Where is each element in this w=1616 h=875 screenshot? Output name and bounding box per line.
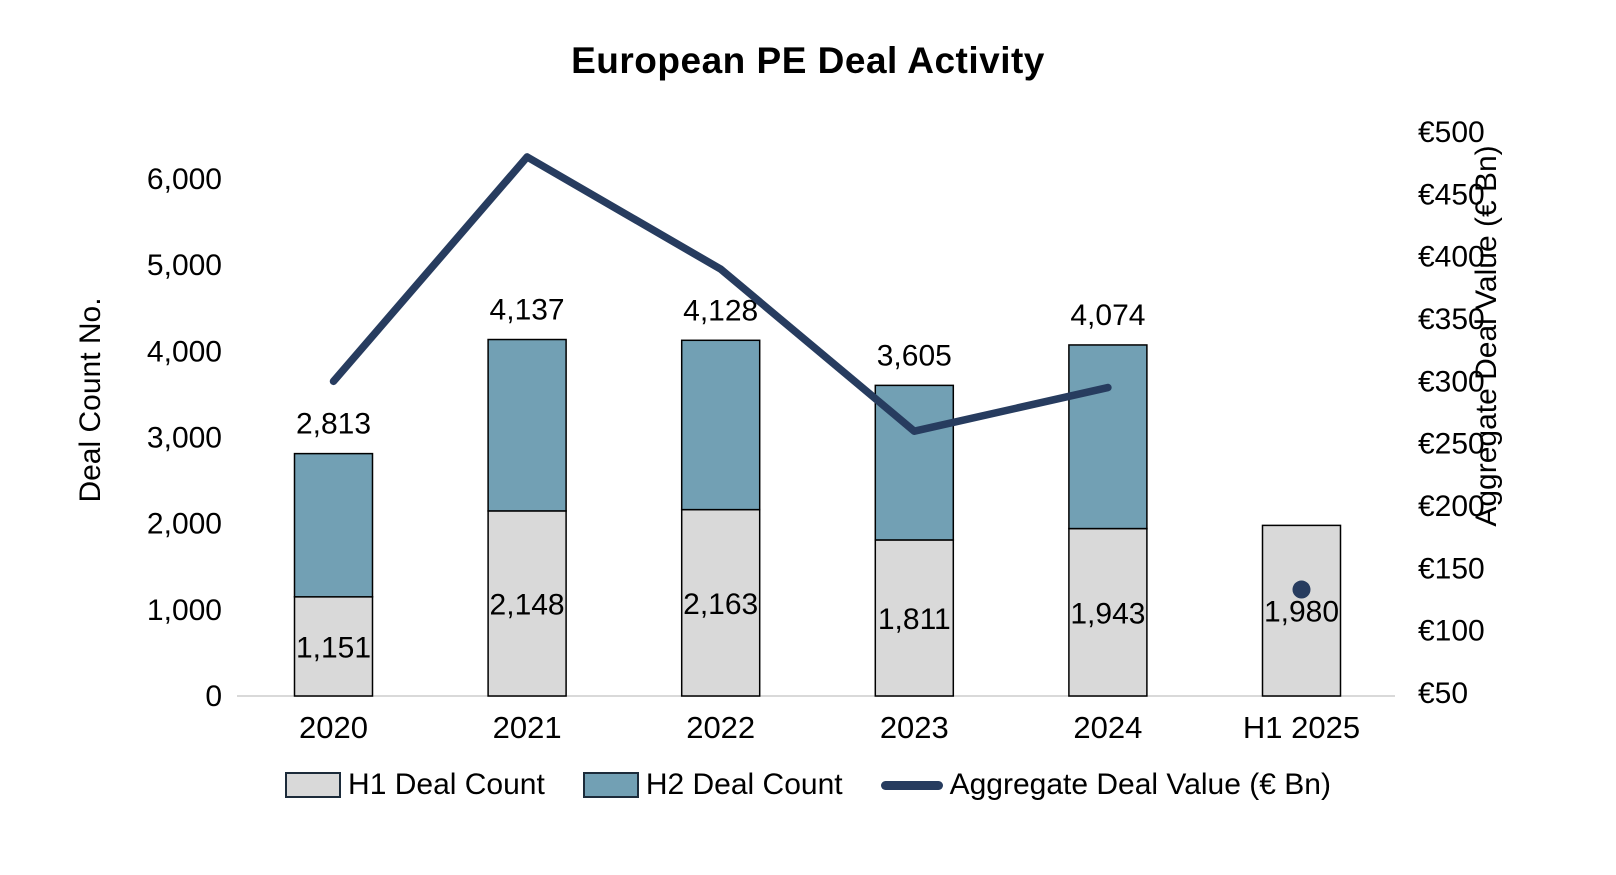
bar-h2-2024: [1068, 344, 1148, 530]
h1-label-2020: 1,151: [296, 631, 371, 664]
bar-h2-2021: [487, 338, 567, 512]
total-label-2022: 4,128: [683, 294, 758, 327]
left-axis-tick-2: 2,000: [147, 508, 222, 541]
legend-item-h2: H2 Deal Count: [582, 768, 843, 802]
left-axis-tick-5: 5,000: [147, 249, 222, 282]
total-label-2023: 3,605: [877, 339, 952, 372]
bar-h1-2021: [487, 510, 567, 697]
right-axis-tick-4: €250: [1418, 428, 1485, 461]
right-axis-tick-1: €100: [1418, 615, 1485, 648]
x-category-label-H1 2025: H1 2025: [1243, 710, 1360, 745]
right-axis-title: Aggregate Deal Value (€ Bn): [1470, 145, 1503, 526]
bar-h1-H1 2025: [1261, 524, 1342, 697]
bar-h1-2022: [680, 508, 761, 697]
legend-item-h1: H1 Deal Count: [285, 768, 545, 802]
left-axis-title: Deal Count No.: [74, 297, 107, 502]
bar-h2-2022: [680, 339, 761, 511]
right-axis-tick-3: €200: [1418, 490, 1485, 523]
legend-item-deal-value: Aggregate Deal Value (€ Bn): [880, 768, 1331, 802]
legend-label: Aggregate Deal Value (€ Bn): [949, 768, 1331, 801]
legend-line-swatch: [880, 780, 943, 790]
left-axis-tick-3: 3,000: [147, 422, 222, 455]
left-axis-tick-0: 0: [205, 680, 222, 713]
total-label-2024: 4,074: [1070, 299, 1145, 332]
bar-h2-2020: [293, 452, 374, 598]
left-axis-tick-4: 4,000: [147, 335, 222, 368]
h1-label-2022: 2,163: [683, 588, 758, 621]
chart-title: European PE Deal Activity: [571, 40, 1045, 81]
right-axis-tick-6: €350: [1418, 303, 1485, 336]
x-category-label-2020: 2020: [299, 710, 368, 745]
x-category-label-2021: 2021: [493, 710, 562, 745]
bar-h1-2024: [1068, 527, 1148, 697]
bar-h1-2020: [293, 596, 374, 697]
left-axis-tick-6: 6,000: [147, 163, 222, 196]
left-axis-tick-1: 1,000: [147, 594, 222, 627]
right-axis-tick-2: €150: [1418, 552, 1485, 585]
h1-label-H1 2025: 1,980: [1264, 596, 1339, 629]
h1-label-2021: 2,148: [490, 588, 565, 621]
right-axis-tick-7: €400: [1418, 241, 1485, 274]
h1-label-2023: 1,811: [878, 603, 951, 636]
right-axis-tick-5: €300: [1418, 365, 1485, 398]
right-axis-tick-0: €50: [1418, 677, 1468, 710]
legend-label: H2 Deal Count: [645, 768, 843, 801]
x-category-label-2024: 2024: [1073, 710, 1142, 745]
aggregate-deal-value-line: [329, 153, 1112, 435]
aggregate-deal-value-marker-h1-2025: [1292, 580, 1311, 599]
total-label-2021: 4,137: [490, 294, 565, 327]
x-category-label-2023: 2023: [880, 710, 949, 745]
right-axis-tick-8: €450: [1418, 178, 1485, 211]
total-label-2020: 2,813: [296, 408, 371, 441]
h1-label-2024: 1,943: [1070, 597, 1145, 630]
legend-bar-swatch: [582, 772, 639, 798]
x-category-label-2022: 2022: [686, 710, 755, 745]
legend-label: H1 Deal Count: [348, 768, 545, 801]
legend: H1 Deal Count H2 Deal Count Aggregate Deal…: [0, 768, 1616, 802]
right-axis-tick-9: €500: [1418, 116, 1485, 149]
legend-bar-swatch: [285, 772, 342, 798]
